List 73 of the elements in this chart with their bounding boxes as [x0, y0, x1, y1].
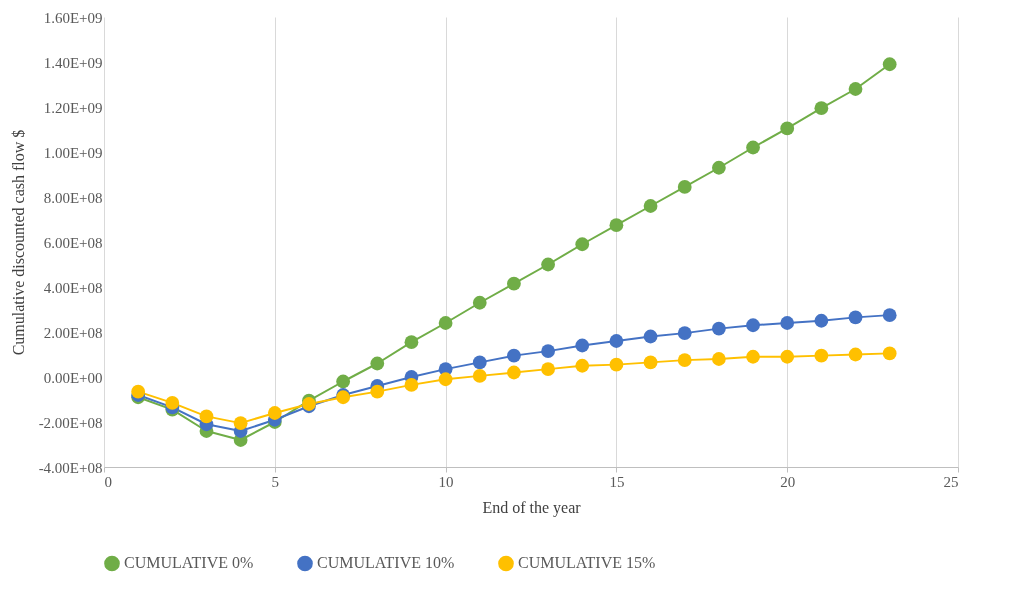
point	[438, 372, 453, 387]
y-tick-label: 8.00E+08	[43, 189, 103, 206]
y-axis-title: Cumulative discounted cash flow $	[9, 129, 27, 356]
x-axis-title: End of the year	[482, 498, 582, 517]
legend-label: CUMULATIVE 0%	[124, 554, 254, 572]
point	[370, 384, 385, 399]
legend-label: CUMULATIVE 10%	[317, 554, 455, 572]
point	[507, 276, 521, 291]
point	[780, 121, 795, 136]
point	[404, 335, 419, 349]
y-tick-label: 4.00E+08	[43, 279, 103, 296]
point	[507, 348, 521, 363]
point	[131, 384, 146, 399]
y-tick-label: 1.60E+09	[43, 9, 103, 26]
point	[541, 362, 555, 376]
point	[370, 356, 385, 371]
legend-label: CUMULATIVE 15%	[518, 554, 656, 572]
point	[746, 140, 760, 155]
point	[814, 313, 829, 328]
point	[609, 357, 624, 372]
y-tick-label: 1.40E+09	[43, 54, 103, 71]
y-tick-label: 1.20E+09	[43, 99, 103, 116]
point	[780, 316, 795, 330]
point	[267, 406, 282, 420]
point	[165, 396, 180, 410]
point	[677, 326, 692, 340]
point	[746, 349, 760, 364]
point	[780, 349, 795, 364]
point	[472, 355, 487, 370]
point	[575, 358, 590, 373]
point	[472, 295, 487, 310]
x-tick-label: 20	[780, 473, 796, 490]
point	[677, 180, 692, 194]
point	[643, 355, 658, 370]
y-tick-label: -4.00E+08	[38, 459, 103, 476]
point	[199, 409, 214, 424]
point	[609, 334, 624, 348]
point	[575, 237, 590, 252]
point	[404, 378, 419, 392]
point	[746, 318, 760, 333]
x-tick-label: 15	[609, 473, 625, 490]
point	[438, 316, 453, 330]
point	[814, 101, 829, 115]
x-tick-label: 0	[104, 473, 112, 490]
point	[609, 218, 624, 232]
point	[643, 199, 658, 213]
point	[711, 160, 726, 175]
point	[848, 82, 863, 96]
x-tick-label: 10	[438, 473, 454, 490]
point	[575, 338, 590, 353]
point	[507, 365, 521, 380]
point	[711, 321, 726, 336]
point	[677, 353, 692, 367]
y-tick-label: 0.00E+00	[43, 369, 103, 386]
point	[643, 329, 658, 344]
point	[541, 257, 555, 272]
point	[848, 310, 863, 325]
point	[711, 352, 726, 366]
point	[336, 374, 351, 389]
y-tick-label: 2.00E+08	[43, 324, 103, 341]
x-tick-label: 5	[271, 473, 280, 490]
point	[848, 347, 863, 362]
point	[882, 346, 897, 361]
point	[814, 348, 829, 363]
point	[233, 416, 248, 430]
y-tick-label: -2.00E+08	[38, 414, 103, 431]
y-tick-label: 6.00E+08	[43, 234, 103, 251]
point	[472, 369, 487, 383]
y-tick-label: 1.00E+09	[43, 144, 103, 161]
point	[882, 57, 897, 72]
point	[541, 344, 555, 358]
x-tick-label: 25	[943, 473, 959, 490]
point	[882, 308, 897, 322]
